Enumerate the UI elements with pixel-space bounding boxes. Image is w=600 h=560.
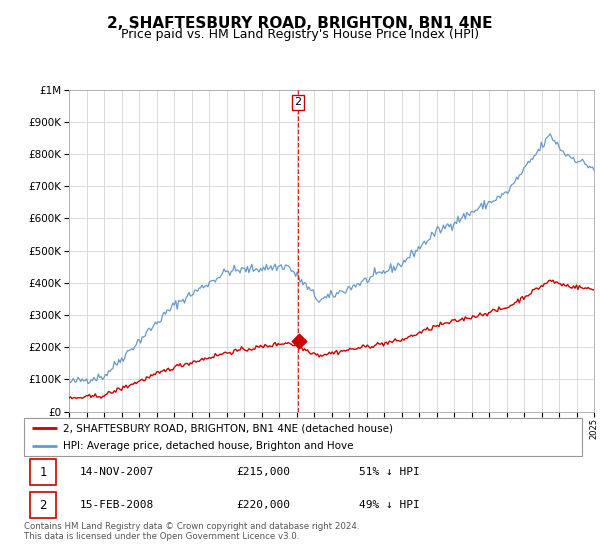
Text: £215,000: £215,000 [236, 467, 290, 477]
Text: 2: 2 [295, 97, 301, 108]
Text: HPI: Average price, detached house, Brighton and Hove: HPI: Average price, detached house, Brig… [63, 441, 353, 451]
Text: Price paid vs. HM Land Registry's House Price Index (HPI): Price paid vs. HM Land Registry's House … [121, 28, 479, 41]
Text: 15-FEB-2008: 15-FEB-2008 [80, 500, 154, 510]
Text: Contains HM Land Registry data © Crown copyright and database right 2024.
This d: Contains HM Land Registry data © Crown c… [24, 522, 359, 542]
FancyBboxPatch shape [24, 418, 582, 456]
FancyBboxPatch shape [29, 459, 56, 486]
Text: 1: 1 [39, 465, 47, 479]
Text: 2, SHAFTESBURY ROAD, BRIGHTON, BN1 4NE (detached house): 2, SHAFTESBURY ROAD, BRIGHTON, BN1 4NE (… [63, 423, 393, 433]
FancyBboxPatch shape [29, 492, 56, 519]
Text: 2, SHAFTESBURY ROAD, BRIGHTON, BN1 4NE: 2, SHAFTESBURY ROAD, BRIGHTON, BN1 4NE [107, 16, 493, 31]
Text: 49% ↓ HPI: 49% ↓ HPI [359, 500, 419, 510]
Text: 14-NOV-2007: 14-NOV-2007 [80, 467, 154, 477]
Text: 2: 2 [39, 498, 47, 512]
Text: 51% ↓ HPI: 51% ↓ HPI [359, 467, 419, 477]
Text: £220,000: £220,000 [236, 500, 290, 510]
Point [294, 336, 304, 345]
